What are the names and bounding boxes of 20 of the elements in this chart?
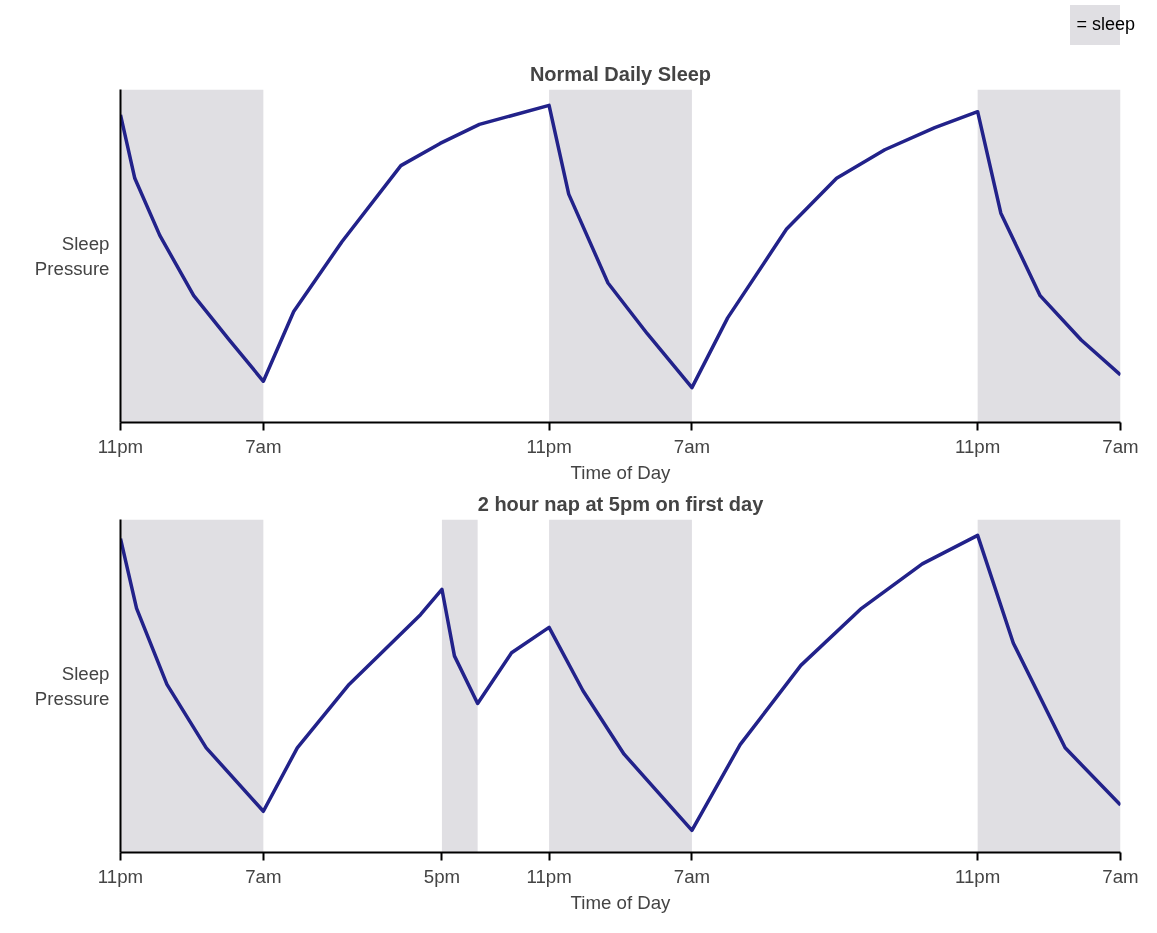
x-tick-label: 7am (245, 865, 282, 887)
x-tick-label: 7am (673, 435, 711, 457)
x-tick-label: 11pm (97, 435, 144, 457)
x-tick-label: 7am (673, 865, 711, 887)
x-tick-label: 11pm (526, 435, 572, 457)
x-tick-label: 11pm (955, 865, 1001, 887)
x-tick-label: 7am (245, 435, 282, 457)
y-axis-title: Sleep Pressure (34, 232, 110, 280)
chart-title: 2 hour nap at 5pm on first day (477, 492, 765, 515)
x-tick-label: 7am (1102, 865, 1139, 887)
chart-title: Normal Daily Sleep (529, 62, 712, 85)
y-axis-title: Sleep Pressure (34, 662, 110, 710)
x-tick-label: 11pm (97, 865, 144, 887)
text: = sleep (1076, 13, 1135, 37)
x-tick-label: 11pm (526, 865, 572, 887)
x-tick-label: 5pm (423, 865, 461, 887)
x-tick-label: 7am (1102, 435, 1139, 457)
x-axis-title: Time of Day (570, 461, 672, 483)
x-tick-label: 11pm (955, 435, 1001, 457)
x-axis-title: Time of Day (570, 891, 672, 913)
